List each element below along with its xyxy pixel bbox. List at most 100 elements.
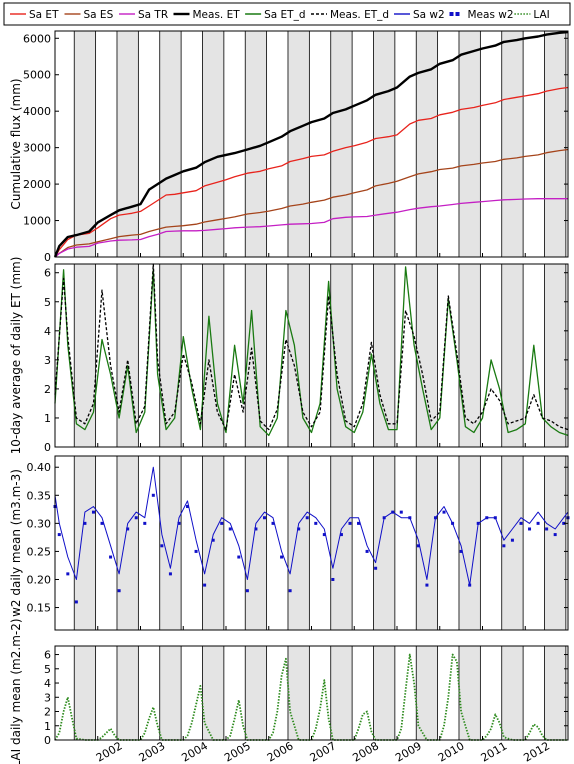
meas-w2-point-11 <box>143 521 147 525</box>
x-tick-label: 2006 <box>265 739 296 764</box>
season-band-4 <box>244 263 268 448</box>
meas-w2-point-33 <box>331 577 335 581</box>
meas-w2-point-56 <box>528 527 532 531</box>
series-line-meas-et <box>53 30 569 258</box>
meas-w2-point-27 <box>280 555 284 559</box>
meas-w2-point-41 <box>399 510 403 514</box>
season-band-8 <box>415 263 439 448</box>
series-line-sa-et <box>54 86 569 258</box>
meas-w2-point-51 <box>485 516 489 520</box>
season-band-10 <box>501 455 524 631</box>
legend-swatch <box>455 12 460 16</box>
y-tick-label: 1 <box>44 720 51 733</box>
y-tick-label: 5000 <box>23 69 51 82</box>
season-band-5 <box>287 455 310 631</box>
meas-w2-point-20 <box>220 521 224 525</box>
meas-w2-point-43 <box>416 544 420 548</box>
season-band-7 <box>373 30 396 258</box>
y-tick-label: 2000 <box>23 178 51 191</box>
y-tick-label: 0.20 <box>27 573 52 586</box>
season-band-8 <box>415 30 439 258</box>
x-axis-years: 2002 2003 2004 2005 2006 2007 2008 2009 2010 2011… <box>94 739 552 764</box>
legend-label: Meas. ET <box>193 9 241 21</box>
meas-w2-point-40 <box>391 510 395 514</box>
meas-w2-point-42 <box>408 516 412 520</box>
season-band-1 <box>116 455 139 631</box>
legend-label: Meas w2 <box>468 9 514 21</box>
meas-w2-point-57 <box>536 521 540 525</box>
season-band-9 <box>458 645 481 741</box>
season-band-2 <box>159 30 182 258</box>
x-tick-label: 2010 <box>436 739 467 764</box>
meas-w2-point-50 <box>476 521 480 525</box>
season-band-11 <box>544 455 567 631</box>
season-band-11 <box>544 30 567 258</box>
meas-w2-point-22 <box>237 555 241 559</box>
y-axis-label: Cumulative flux (mm) <box>9 78 23 209</box>
meas-w2-point-32 <box>322 533 326 537</box>
meas-w2-point-21 <box>228 527 232 531</box>
meas-w2-point-59 <box>553 533 557 537</box>
legend-label: Sa TR <box>138 9 168 21</box>
meas-w2-point-6 <box>100 521 104 525</box>
meas-w2-point-17 <box>194 549 198 553</box>
meas-w2-point-45 <box>433 516 437 520</box>
legend-label: LAI <box>533 9 549 21</box>
meas-w2-point-24 <box>254 527 258 531</box>
panel-daily-et: 0 1 2 3 4 5 6 10-day average of daily ET (mm) <box>9 257 569 454</box>
x-tick-label: 2002 <box>94 739 125 764</box>
season-band-8 <box>415 645 439 741</box>
meas-w2-point-46 <box>442 510 446 514</box>
meas-w2-point-15 <box>177 521 181 525</box>
x-tick-label: 2007 <box>308 739 339 764</box>
x-tick-label: 2008 <box>350 739 381 764</box>
y-tick-label: 0 <box>44 251 51 264</box>
series-line-sa-es <box>54 148 569 258</box>
legend-label: Meas. ET_d <box>330 9 389 21</box>
meas-w2-point-39 <box>382 516 386 520</box>
y-tick-label: 4000 <box>23 105 51 118</box>
y-tick-label: 0 <box>44 441 51 454</box>
meas-w2-point-60 <box>562 521 566 525</box>
y-tick-label: 0.30 <box>27 517 52 530</box>
meas-w2-point-48 <box>459 549 463 553</box>
season-band-0 <box>73 30 97 258</box>
season-band-10 <box>501 645 524 741</box>
meas-w2-point-18 <box>203 583 207 587</box>
season-band-7 <box>373 455 396 631</box>
season-band-3 <box>202 455 225 631</box>
x-tick-label: 2011 <box>479 739 510 764</box>
season-band-0 <box>73 263 97 448</box>
season-band-1 <box>116 645 139 741</box>
y-tick-label: 3 <box>44 354 51 367</box>
season-band-9 <box>458 455 481 631</box>
meas-w2-point-14 <box>168 572 172 576</box>
meas-w2-point-5 <box>91 510 95 514</box>
meas-w2-point-35 <box>348 521 352 525</box>
y-tick-label: 6 <box>44 649 51 662</box>
season-band-9 <box>458 263 481 448</box>
season-band-7 <box>373 645 396 741</box>
season-band-2 <box>159 645 182 741</box>
panel-cumulative-flux: 0 1000 2000 3000 4000 5000 6000 Cumulative flux… <box>9 30 569 264</box>
season-band-3 <box>202 645 225 741</box>
season-band-6 <box>330 30 353 258</box>
y-tick-label: 4 <box>44 677 51 690</box>
season-band-11 <box>544 645 567 741</box>
meas-w2-point-30 <box>305 516 309 520</box>
y-tick-label: 0 <box>44 734 51 747</box>
series-line-meas-et-d <box>54 263 569 431</box>
x-tick-label: 2009 <box>393 739 424 764</box>
y-tick-label: 5 <box>44 296 51 309</box>
meas-w2-point-3 <box>74 600 78 604</box>
season-band-0 <box>73 455 97 631</box>
y-tick-label: 0.25 <box>27 545 52 558</box>
x-tick-label: 2012 <box>521 739 552 764</box>
season-band-6 <box>330 645 353 741</box>
season-band-10 <box>501 30 524 258</box>
season-band-1 <box>116 30 139 258</box>
season-band-5 <box>287 645 310 741</box>
meas-w2-point-19 <box>211 538 215 542</box>
meas-w2-point-12 <box>151 493 155 497</box>
meas-w2-point-54 <box>510 538 514 542</box>
